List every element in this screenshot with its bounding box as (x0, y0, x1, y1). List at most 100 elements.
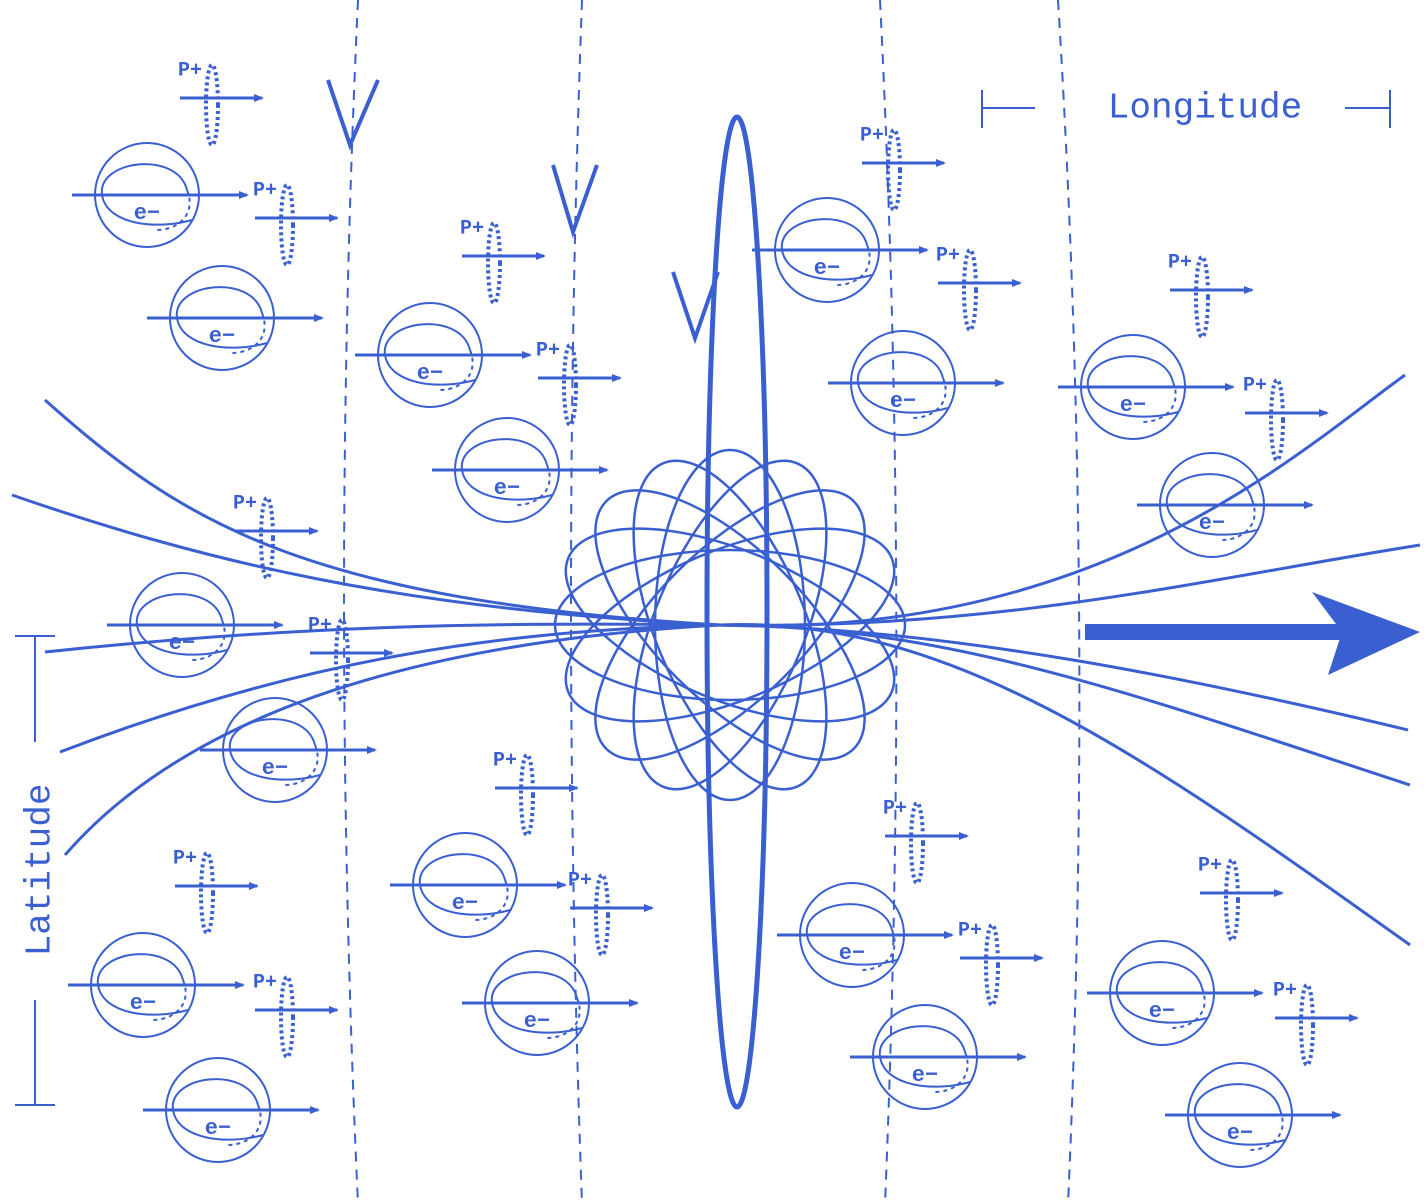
proton-label: P+ (568, 869, 592, 892)
proton (862, 128, 946, 212)
proton (180, 63, 264, 147)
electron-label: e− (890, 389, 916, 414)
electron-label: e− (209, 324, 235, 349)
electron (432, 417, 609, 523)
orbit (653, 448, 807, 802)
electron (355, 302, 532, 408)
proton-label: P+ (178, 59, 202, 82)
electron-label: e− (1120, 393, 1146, 418)
proton (310, 618, 394, 702)
proton-label: P+ (958, 919, 982, 942)
proton-label: P+ (233, 492, 257, 515)
orbit (632, 459, 828, 791)
proton-spin (486, 221, 502, 305)
proton (938, 248, 1022, 332)
electron (1087, 940, 1264, 1046)
flow-arrow (1085, 592, 1420, 675)
proton-spin (204, 63, 220, 147)
electron-label: e− (169, 631, 195, 656)
proton-spin (962, 248, 978, 332)
proton (1275, 983, 1359, 1067)
electron (462, 950, 639, 1056)
proton-spin (259, 496, 275, 580)
proton (495, 753, 579, 837)
orbit (594, 489, 866, 761)
proton-label: P+ (253, 971, 277, 994)
proton (255, 183, 339, 267)
electron (777, 882, 954, 988)
electron (828, 330, 1005, 436)
proton-label: P+ (173, 847, 197, 870)
proton (1170, 255, 1254, 339)
orbit (564, 527, 896, 723)
electron (147, 265, 324, 371)
proton-spin (334, 618, 350, 702)
proton-spin (199, 851, 215, 935)
proton-label: P+ (883, 797, 907, 820)
proton-spin (1194, 255, 1210, 339)
proton-spin (1269, 378, 1285, 462)
electron (752, 197, 929, 303)
proton-spin (279, 975, 295, 1059)
orbit (594, 489, 866, 761)
orbit (632, 459, 828, 791)
electron-label: e− (134, 201, 160, 226)
electron (390, 832, 567, 938)
electron-label: e− (452, 891, 478, 916)
electron (1165, 1062, 1342, 1168)
proton-label: P+ (253, 179, 277, 202)
latitude-scale (15, 635, 55, 1106)
electron (200, 697, 377, 803)
proton-spin (562, 343, 578, 427)
electron-label: e− (1227, 1121, 1253, 1146)
electron (68, 932, 245, 1038)
proton (175, 851, 259, 935)
proton-label: P+ (1243, 374, 1267, 397)
proton-label: P+ (460, 217, 484, 240)
electron (107, 572, 284, 678)
orbit (553, 548, 907, 702)
latitude-label: Latitude (20, 784, 61, 957)
proton-label: P+ (1273, 979, 1297, 1002)
proton-spin (909, 801, 925, 885)
electron-label: e− (1149, 999, 1175, 1024)
electron-label: e− (494, 476, 520, 501)
proton (538, 343, 622, 427)
electron-label: e− (814, 256, 840, 281)
proton-spin (886, 128, 902, 212)
proton-spin (984, 923, 1000, 1007)
orbit-rosette (553, 448, 907, 802)
proton (570, 873, 654, 957)
electron-label: e− (417, 361, 443, 386)
electron (72, 142, 249, 248)
electron-label: e− (262, 756, 288, 781)
proton-spin (1299, 983, 1315, 1067)
proton-label: P+ (936, 244, 960, 267)
vertical-orbit (704, 114, 770, 1110)
electron-label: e− (1199, 511, 1225, 536)
proton-spin (519, 753, 535, 837)
electron-label: e− (524, 1009, 550, 1034)
electron (1137, 452, 1314, 558)
electron-label: e− (130, 991, 156, 1016)
electron (143, 1057, 320, 1163)
orbit (564, 527, 896, 723)
proton (462, 221, 546, 305)
proton-label: P+ (308, 614, 332, 637)
proton-label: P+ (493, 749, 517, 772)
proton (885, 801, 969, 885)
electron (850, 1004, 1027, 1110)
proton-label: P+ (1168, 251, 1192, 274)
electron-label: e− (205, 1116, 231, 1141)
proton-spin (1224, 858, 1240, 942)
proton (235, 496, 319, 580)
field-lines (11, 373, 1421, 947)
proton-label: P+ (1198, 854, 1222, 877)
arrowheads (326, 79, 720, 345)
proton-label: P+ (536, 339, 560, 362)
proton (960, 923, 1044, 1007)
proton (1245, 378, 1329, 462)
electron-label: e− (839, 941, 865, 966)
longitude-scale (981, 90, 1391, 128)
